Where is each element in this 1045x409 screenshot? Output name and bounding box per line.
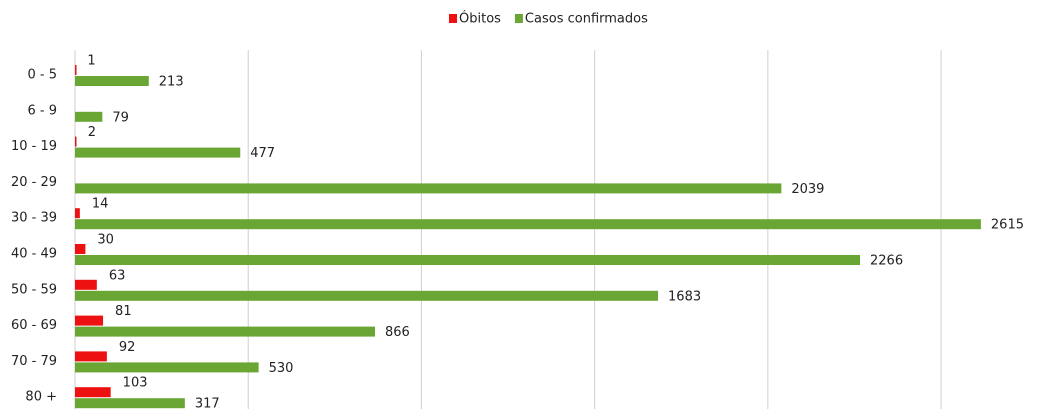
y-tick-label: 20 - 29 [11, 175, 57, 190]
value-label: 14 [92, 197, 109, 212]
bar [75, 279, 97, 290]
bar [75, 219, 981, 230]
value-label: 1 [87, 54, 95, 69]
bar [75, 208, 80, 219]
y-tick-label: 80 + [25, 390, 57, 405]
value-label: 2615 [991, 218, 1024, 233]
y-tick-label: 50 - 59 [11, 282, 57, 297]
y-tick-label: 10 - 19 [11, 139, 57, 154]
bar [75, 315, 104, 326]
value-label: 1683 [668, 289, 701, 304]
bar [75, 244, 86, 254]
y-tick-label: 30 - 39 [11, 211, 57, 226]
bar [75, 255, 861, 265]
y-tick-label: 60 - 69 [11, 318, 57, 333]
value-label: 2266 [870, 254, 903, 269]
bar [75, 147, 241, 158]
value-label: 213 [159, 75, 184, 90]
value-label: 63 [109, 268, 126, 283]
bar [75, 387, 111, 398]
y-tick-label: 0 - 5 [28, 68, 58, 83]
bar [75, 111, 103, 122]
value-label: 2 [88, 125, 96, 140]
bar [75, 76, 149, 86]
legend-label: Óbitos [459, 11, 501, 27]
value-label: 477 [250, 146, 275, 161]
value-label: 81 [115, 304, 132, 319]
value-label: 530 [269, 361, 294, 376]
value-label: 79 [112, 110, 129, 125]
bar [75, 290, 659, 301]
bar [75, 136, 77, 147]
legend-swatch [514, 14, 523, 23]
value-label: 2039 [791, 182, 824, 197]
value-label: 866 [385, 325, 410, 340]
y-tick-label: 40 - 49 [11, 247, 57, 262]
bar [75, 326, 376, 337]
bar [75, 183, 782, 194]
value-label: 317 [195, 397, 220, 409]
bar [75, 65, 77, 75]
bar [75, 362, 259, 373]
value-label: 92 [119, 340, 136, 355]
y-tick-label: 6 - 9 [28, 103, 58, 118]
y-tick-label: 70 - 79 [11, 354, 57, 369]
bar [75, 351, 107, 362]
legend-label: Casos confirmados [525, 12, 648, 27]
value-label: 30 [97, 233, 114, 248]
value-label: 103 [123, 376, 148, 391]
legend-swatch [449, 14, 457, 23]
bar [75, 398, 185, 409]
